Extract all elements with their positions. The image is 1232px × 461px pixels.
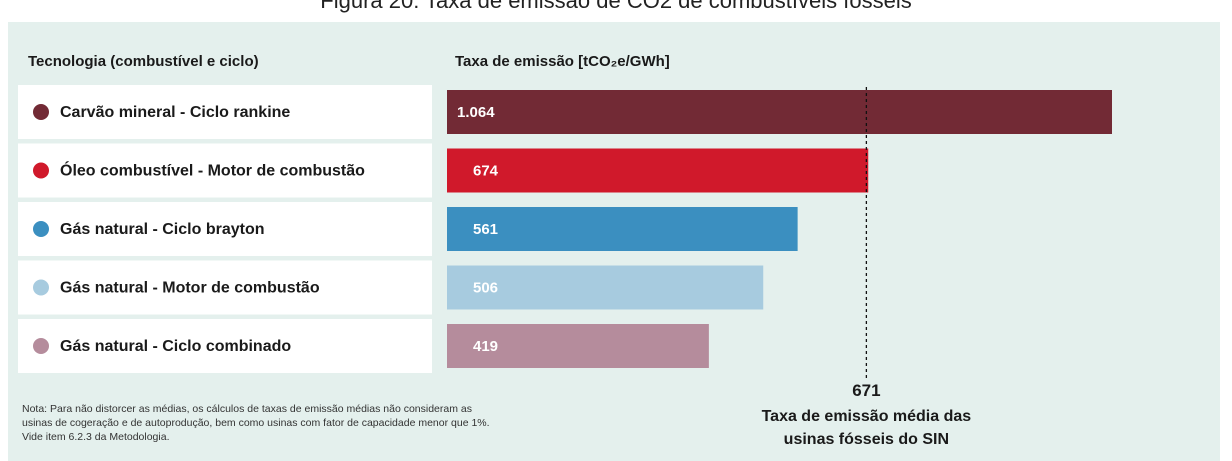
category-label: Gás natural - Ciclo brayton bbox=[60, 221, 264, 238]
bar bbox=[447, 324, 709, 368]
category-cell bbox=[18, 260, 432, 315]
reference-value: 671 bbox=[852, 381, 881, 400]
category-label: Gás natural - Motor de combustão bbox=[60, 280, 320, 297]
legend-dot bbox=[33, 279, 49, 296]
legend-dot bbox=[33, 221, 49, 237]
value-header: Taxa de emissão [tCO₂e/GWh] bbox=[455, 53, 670, 70]
category-cell bbox=[18, 143, 432, 198]
bar bbox=[447, 90, 1112, 134]
category-label: Carvão mineral - Ciclo rankine bbox=[60, 104, 290, 121]
value-label: 419 bbox=[473, 338, 498, 355]
chart-title: Figura 20: Taxa de emissão de CO2 de com… bbox=[320, 0, 911, 13]
category-header: Tecnologia (combustível e ciclo) bbox=[28, 53, 259, 70]
value-label: 674 bbox=[473, 162, 499, 179]
category-label: Gás natural - Ciclo combinado bbox=[60, 338, 291, 355]
category-cell bbox=[18, 202, 432, 256]
bar bbox=[447, 265, 764, 310]
legend-dot bbox=[33, 162, 49, 179]
reference-label: Taxa de emissão média das usinas fósseis… bbox=[761, 408, 972, 448]
bar bbox=[447, 207, 798, 251]
category-label: Óleo combustível - Motor de combustão bbox=[60, 161, 365, 180]
category-cell bbox=[18, 319, 432, 373]
legend-dot bbox=[33, 104, 49, 120]
bar bbox=[447, 148, 869, 193]
value-label: 561 bbox=[473, 221, 498, 238]
value-label: 506 bbox=[473, 279, 498, 296]
category-cell bbox=[18, 85, 432, 139]
note: Nota: Para não distorcer as médias, os c… bbox=[22, 403, 490, 443]
value-label: 1.064 bbox=[457, 104, 495, 121]
legend-dot bbox=[33, 338, 49, 354]
